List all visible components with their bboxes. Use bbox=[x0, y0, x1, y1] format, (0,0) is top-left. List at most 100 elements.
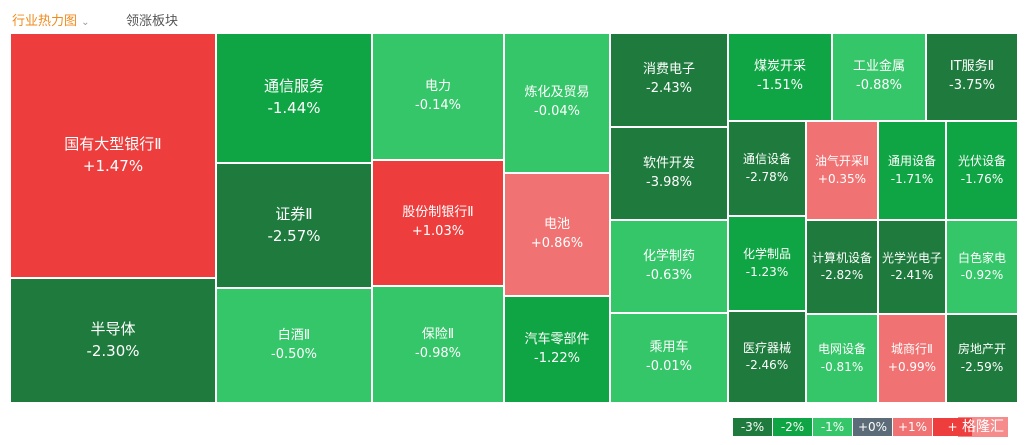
tile[interactable]: 医疗器械 -2.46% bbox=[728, 311, 806, 403]
tile[interactable]: 汽车零部件 -1.22% bbox=[504, 296, 610, 403]
tile[interactable]: 电池 +0.86% bbox=[504, 173, 610, 296]
tile-change: -0.04% bbox=[534, 104, 580, 119]
tile-name: 光伏设备 bbox=[957, 154, 1006, 169]
tile-name: 计算机设备 bbox=[811, 250, 872, 265]
tile-name: 白色家电 bbox=[957, 250, 1006, 265]
tile[interactable]: 电力 -0.14% bbox=[372, 33, 504, 160]
tile[interactable]: 半导体 -2.30% bbox=[10, 278, 216, 403]
tile-name: 电网设备 bbox=[817, 342, 866, 357]
tile-name: 证券Ⅱ bbox=[275, 204, 313, 223]
tile-change: -3.98% bbox=[646, 174, 692, 190]
tab[interactable]: 领涨板块 bbox=[126, 14, 179, 29]
tile[interactable]: 通用设备 -1.71% bbox=[878, 121, 946, 220]
tile-name: 化学制品 bbox=[742, 247, 791, 262]
tile-name: 煤炭开采 bbox=[753, 59, 806, 75]
tile[interactable]: 工业金属 -0.88% bbox=[832, 33, 926, 121]
tile[interactable]: 乘用车 -0.01% bbox=[610, 313, 728, 403]
tile[interactable]: 炼化及贸易 -0.04% bbox=[504, 33, 610, 173]
tile-name: 油气开采Ⅱ bbox=[815, 154, 869, 169]
tile-change: +0.99% bbox=[887, 359, 937, 374]
tile-name: 乘用车 bbox=[649, 340, 689, 356]
tile-change: +1.47% bbox=[82, 156, 144, 175]
tile-change: -0.14% bbox=[415, 97, 461, 113]
tile-change: -0.81% bbox=[820, 359, 864, 374]
legend-item: -2% bbox=[773, 418, 812, 436]
tile[interactable]: 保险Ⅱ -0.98% bbox=[372, 286, 504, 403]
tile-name: IT服务Ⅱ bbox=[949, 59, 995, 75]
tile[interactable]: 通信服务 -1.44% bbox=[216, 33, 372, 163]
legend-item: +0% bbox=[853, 418, 892, 436]
tile[interactable]: 化学制药 -0.63% bbox=[610, 220, 728, 313]
tile-change: -1.76% bbox=[960, 171, 1004, 186]
tile-change: -2.82% bbox=[820, 268, 864, 282]
tile-name: 医疗器械 bbox=[742, 340, 791, 355]
tile-change: -1.51% bbox=[757, 78, 803, 93]
tile-name: 国有大型银行Ⅱ bbox=[64, 134, 162, 153]
tile-change: -2.30% bbox=[86, 341, 140, 360]
tile[interactable]: 股份制银行Ⅱ +1.03% bbox=[372, 160, 504, 286]
tile-change: -2.43% bbox=[646, 81, 692, 96]
tile-change: -2.59% bbox=[960, 359, 1004, 374]
tile-change: -1.44% bbox=[267, 99, 321, 117]
tile-change: -0.63% bbox=[646, 267, 692, 283]
tile[interactable]: 国有大型银行Ⅱ +1.47% bbox=[10, 33, 216, 278]
tile-name: 房地产开 bbox=[957, 342, 1006, 357]
tile-change: -0.92% bbox=[960, 268, 1004, 282]
tile-name: 通用设备 bbox=[887, 154, 936, 169]
tile[interactable]: 光伏设备 -1.76% bbox=[946, 121, 1018, 220]
tile[interactable]: 白酒Ⅱ -0.50% bbox=[216, 288, 372, 403]
tile-change: -2.57% bbox=[267, 226, 321, 245]
tile-change: -1.71% bbox=[890, 171, 934, 186]
tile-change: +0.86% bbox=[530, 235, 584, 251]
tile[interactable]: 软件开发 -3.98% bbox=[610, 127, 728, 220]
tile-name: 电力 bbox=[424, 78, 451, 94]
tile-name: 消费电子 bbox=[642, 62, 695, 78]
tile-name: 化学制药 bbox=[642, 248, 695, 264]
tile-change: -2.41% bbox=[890, 268, 934, 282]
tile-change: -0.01% bbox=[646, 359, 692, 374]
tile[interactable]: 光学光电子 -2.41% bbox=[878, 220, 946, 314]
tab-label: 行业热力图 bbox=[12, 14, 78, 29]
legend-item: -3% bbox=[733, 418, 772, 436]
logo: 格隆汇 bbox=[958, 417, 1008, 437]
tile-name: 保险Ⅱ bbox=[421, 326, 455, 342]
tile[interactable]: 油气开采Ⅱ +0.35% bbox=[806, 121, 878, 220]
tile[interactable]: 消费电子 -2.43% bbox=[610, 33, 728, 127]
legend-item: -1% bbox=[813, 418, 852, 436]
tile-name: 汽车零部件 bbox=[524, 331, 590, 347]
tile[interactable]: 通信设备 -2.78% bbox=[728, 121, 806, 216]
tile[interactable]: 煤炭开采 -1.51% bbox=[728, 33, 832, 121]
tile-change: -0.88% bbox=[856, 78, 902, 93]
tile-name: 半导体 bbox=[90, 319, 136, 338]
tile[interactable]: 白色家电 -0.92% bbox=[946, 220, 1018, 314]
tile[interactable]: 化学制品 -1.23% bbox=[728, 216, 806, 311]
tile[interactable]: 计算机设备 -2.82% bbox=[806, 220, 878, 314]
tile-name: 炼化及贸易 bbox=[524, 85, 590, 101]
tile-name: 通信服务 bbox=[263, 77, 324, 96]
tile-change: -1.22% bbox=[534, 350, 580, 366]
tile-change: +0.35% bbox=[817, 171, 867, 186]
tile-name: 股份制银行Ⅱ bbox=[402, 205, 474, 221]
tile[interactable]: 证券Ⅱ -2.57% bbox=[216, 163, 372, 288]
tile-change: -0.50% bbox=[271, 346, 317, 362]
tile-change: -3.75% bbox=[949, 78, 995, 93]
tile-name: 软件开发 bbox=[642, 155, 695, 171]
tile-change: -2.78% bbox=[745, 169, 789, 184]
tile[interactable]: 城商行Ⅱ +0.99% bbox=[878, 314, 946, 403]
tile-name: 白酒Ⅱ bbox=[277, 327, 311, 343]
tile-name: 城商行Ⅱ bbox=[891, 342, 933, 357]
tile-change: -2.46% bbox=[745, 358, 789, 372]
tab-active[interactable]: 行业热力图 ⌄ bbox=[12, 14, 90, 29]
tile-change: -0.98% bbox=[415, 345, 461, 361]
tile[interactable]: 电网设备 -0.81% bbox=[806, 314, 878, 403]
tile-change: -1.23% bbox=[745, 264, 789, 279]
legend-item: +1% bbox=[893, 418, 932, 436]
tile-name: 光学光电子 bbox=[881, 250, 942, 265]
tile-name: 电池 bbox=[543, 216, 570, 232]
tile[interactable]: IT服务Ⅱ -3.75% bbox=[926, 33, 1018, 121]
tile-change: +1.03% bbox=[411, 224, 465, 239]
tile-name: 工业金属 bbox=[852, 59, 905, 75]
tile-name: 通信设备 bbox=[742, 152, 791, 167]
tile[interactable]: 房地产开 -2.59% bbox=[946, 314, 1018, 403]
